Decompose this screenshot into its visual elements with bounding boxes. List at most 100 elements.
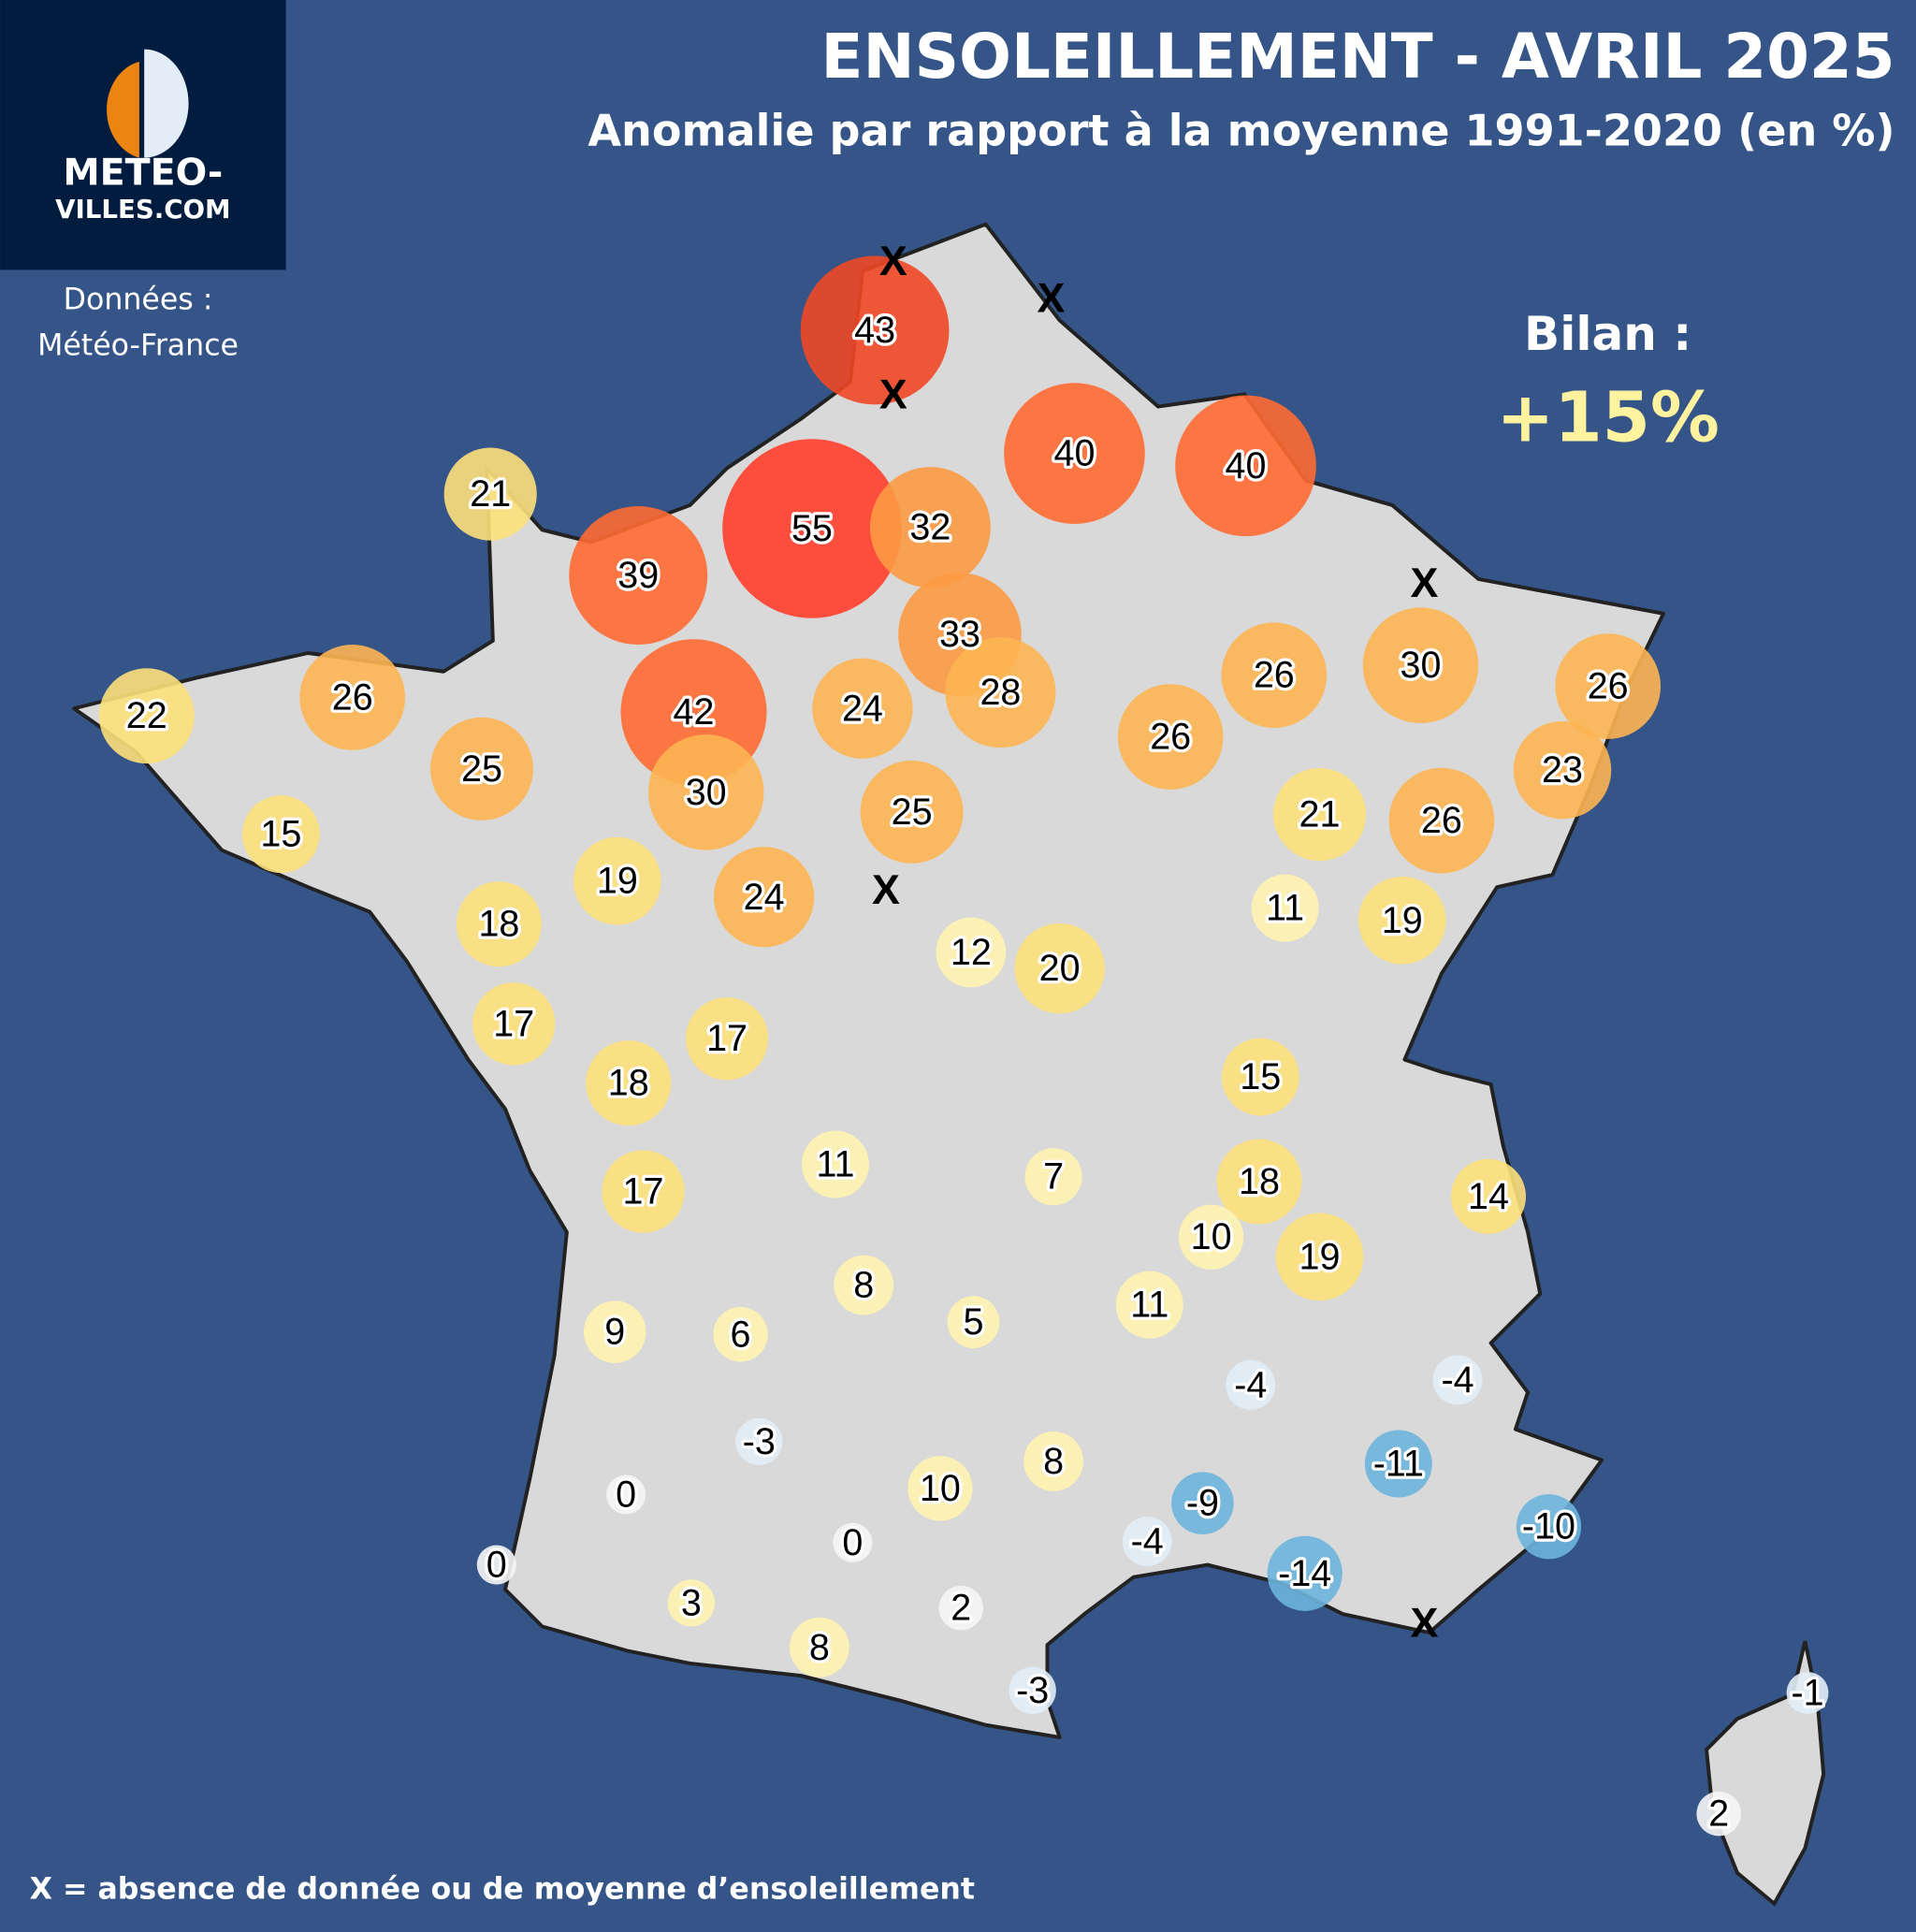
station-value: 7 — [1043, 1156, 1064, 1198]
station-value: -9 — [1186, 1483, 1219, 1524]
page-title: ENSOLEILLEMENT - AVRIL 2025 — [821, 21, 1895, 93]
station-value: 5 — [963, 1301, 983, 1343]
station-circle — [1555, 633, 1662, 739]
station-circle — [430, 717, 533, 821]
station-value: 30 — [686, 772, 727, 813]
station-value: 17 — [706, 1018, 748, 1059]
station-circle — [1786, 1672, 1829, 1714]
station-value: 25 — [461, 748, 502, 790]
station-value: -3 — [743, 1421, 776, 1462]
station-circle — [1267, 1535, 1343, 1611]
logo: METEO- VILLES.COM — [0, 0, 286, 270]
station-circle — [1364, 1430, 1432, 1498]
logo-background — [0, 0, 286, 270]
source-name: Météo-France — [37, 328, 239, 362]
station-value: 23 — [1542, 749, 1583, 791]
missing-data-marker: X — [879, 370, 907, 417]
station-value: 19 — [1299, 1236, 1341, 1277]
station-circle — [1221, 1038, 1299, 1116]
station-circle — [833, 1522, 873, 1562]
station-circle — [241, 795, 320, 874]
station-circle — [1226, 1359, 1276, 1410]
station-circle — [586, 1040, 672, 1126]
station-circle — [583, 1300, 646, 1363]
station-value: 2 — [951, 1588, 971, 1629]
station-circle — [1115, 1271, 1183, 1339]
station-value: -1 — [1791, 1673, 1823, 1714]
station-value: 19 — [597, 861, 638, 902]
logo-text-line2: VILLES.COM — [55, 194, 230, 225]
station-value: 17 — [623, 1171, 664, 1213]
station-circle — [869, 467, 991, 588]
station-value: 0 — [486, 1545, 507, 1586]
station-value: 18 — [478, 904, 519, 945]
station-circle — [647, 734, 764, 850]
station-circle — [1122, 1517, 1172, 1567]
station-circle — [735, 1417, 783, 1465]
station-value: 26 — [1150, 717, 1191, 758]
station-value: 25 — [892, 792, 933, 833]
station-circle — [1014, 922, 1105, 1014]
station-value: 43 — [854, 310, 895, 351]
station-circle — [1272, 767, 1367, 862]
station-circle — [713, 1307, 768, 1362]
station-circle — [722, 439, 902, 618]
station-circle — [907, 1456, 973, 1521]
logo-text-line1: METEO- — [63, 152, 223, 195]
station-circle — [569, 506, 708, 645]
station-value: 0 — [842, 1522, 863, 1563]
station-circle — [685, 997, 769, 1081]
station-circle — [834, 1255, 894, 1315]
station-value: 21 — [1299, 794, 1341, 835]
station-value: 14 — [1468, 1176, 1509, 1217]
station-value: 3 — [681, 1582, 702, 1623]
station-value: 26 — [1588, 666, 1629, 707]
station-circle — [1362, 607, 1479, 723]
station-circle — [1357, 876, 1446, 965]
station-circle — [299, 645, 406, 750]
station-circle — [1216, 1139, 1302, 1225]
summary-value: +15% — [1497, 378, 1720, 458]
page-subtitle: Anomalie par rapport à la moyenne 1991-2… — [588, 105, 1894, 155]
station-value: 22 — [126, 695, 167, 736]
station-value: 11 — [1130, 1285, 1168, 1326]
station-value: 10 — [920, 1468, 961, 1509]
missing-data-marker: X — [872, 866, 900, 913]
station-circle — [1275, 1213, 1364, 1301]
station-value: 26 — [1421, 800, 1462, 841]
station-circle — [667, 1579, 716, 1627]
station-value: 2 — [1708, 1794, 1729, 1835]
station-value: -11 — [1373, 1444, 1424, 1485]
station-circle — [1221, 622, 1328, 729]
station-circle — [1450, 1158, 1527, 1234]
missing-data-markers: X X X X X X — [872, 238, 1439, 1646]
station-circle — [938, 1585, 984, 1631]
station-value: 19 — [1382, 900, 1423, 941]
station-circle — [443, 447, 537, 541]
station-value: 24 — [744, 877, 785, 918]
station-value: 21 — [470, 473, 511, 515]
station-value: 11 — [816, 1144, 854, 1185]
logo-orange-half — [107, 61, 139, 158]
station-circle — [801, 1130, 869, 1198]
station-value: 40 — [1226, 445, 1267, 487]
station-circle — [606, 1474, 646, 1515]
station-value: 17 — [493, 1003, 534, 1044]
station-circle — [1024, 1148, 1082, 1206]
station-value: 40 — [1053, 433, 1095, 474]
station-value: 55 — [791, 508, 833, 549]
station-circle — [1696, 1791, 1742, 1837]
missing-data-marker: X — [1038, 275, 1066, 322]
station-value: 26 — [332, 676, 373, 718]
missing-data-marker: X — [1411, 559, 1439, 606]
station-value: 9 — [604, 1312, 625, 1353]
station-value: 12 — [951, 932, 992, 973]
station-circle — [476, 1545, 516, 1585]
station-value: 8 — [1043, 1441, 1064, 1482]
station-value: -4 — [1234, 1364, 1267, 1405]
station-value: 0 — [616, 1474, 636, 1515]
station-value: -14 — [1278, 1553, 1331, 1594]
station-circle — [1432, 1355, 1483, 1405]
station-value: 15 — [260, 814, 301, 855]
